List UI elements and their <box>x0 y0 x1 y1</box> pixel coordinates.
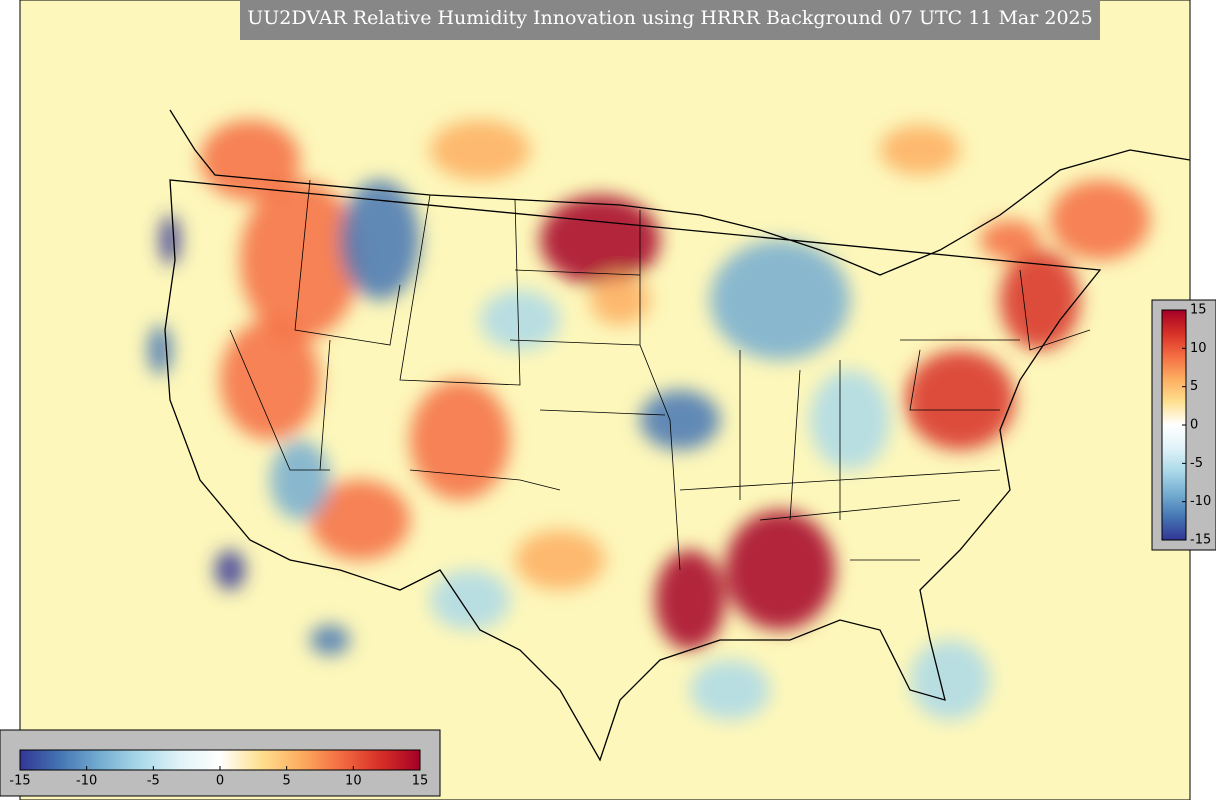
field-blob <box>690 660 770 720</box>
country-outline <box>164 109 1190 762</box>
field-blob <box>910 640 990 720</box>
field-blob <box>1000 250 1080 350</box>
field-blob <box>640 390 720 450</box>
colorbar-tick-label: -10 <box>76 774 97 789</box>
field-blob <box>310 480 410 560</box>
colorbar-tick-label: 15 <box>412 774 429 789</box>
boundaries <box>164 109 1190 762</box>
innovation-field <box>148 120 1150 720</box>
colorbar-tick-label: 5 <box>1190 379 1198 394</box>
field-blob <box>270 440 330 520</box>
colorbar-tick-label: 5 <box>283 774 291 789</box>
colorbar-tick-label: -5 <box>1190 456 1203 471</box>
field-blob <box>310 625 350 655</box>
field-blob <box>410 380 510 500</box>
title-box <box>240 0 1100 40</box>
field-blob <box>215 550 245 590</box>
colorbar-tick-label: 0 <box>1190 418 1198 433</box>
colorbar-tick-label: 0 <box>216 774 224 789</box>
field-blob <box>220 320 320 440</box>
field-blob <box>540 195 660 285</box>
field-blob <box>148 325 172 375</box>
map-title: UU2DVAR Relative Humidity Innovation usi… <box>247 7 1092 29</box>
colorbar-tick-label: -10 <box>1190 494 1211 509</box>
field-blob <box>880 125 960 175</box>
colorbar-tick-label: 15 <box>1190 303 1207 318</box>
field-blob <box>430 570 510 630</box>
field-blob <box>430 120 530 180</box>
field-blob <box>710 240 850 360</box>
colorbar-tick-label: -15 <box>1190 533 1211 548</box>
field-blob <box>240 180 360 340</box>
field-blob <box>340 180 420 300</box>
field-blob <box>515 530 605 590</box>
field-blob <box>905 350 1015 450</box>
field-blob <box>655 550 725 650</box>
field-blob <box>590 275 650 325</box>
colorbar-tick-label: -15 <box>9 774 30 789</box>
state-lines <box>229 179 1091 571</box>
colorbar-tick-label: 10 <box>345 774 362 789</box>
field-blob <box>1050 180 1150 260</box>
field-blob <box>810 370 890 470</box>
colorbar-tick-label: -5 <box>147 774 160 789</box>
field-blob <box>980 220 1040 260</box>
field-blob <box>725 510 835 630</box>
field-blob <box>160 215 180 265</box>
colorbar-tick-label: 10 <box>1190 341 1207 356</box>
field-blob <box>480 290 560 350</box>
